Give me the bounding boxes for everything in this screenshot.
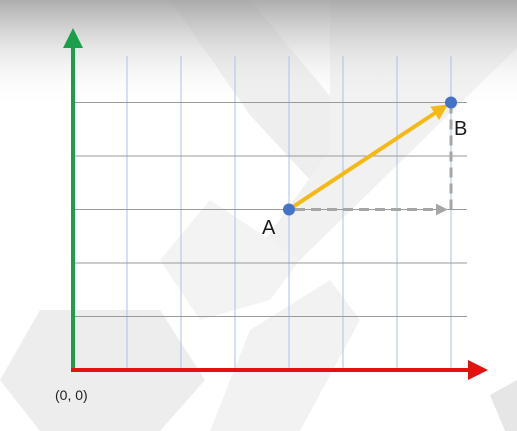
origin-label: (0, 0) (55, 387, 88, 403)
point-a-label: A (262, 217, 276, 239)
point-a (283, 203, 295, 216)
vector-components (295, 108, 453, 216)
point-b-label: B (454, 118, 467, 140)
axes (63, 28, 488, 380)
vector-a-to-b-arrow (292, 104, 448, 208)
point-b (445, 96, 457, 109)
